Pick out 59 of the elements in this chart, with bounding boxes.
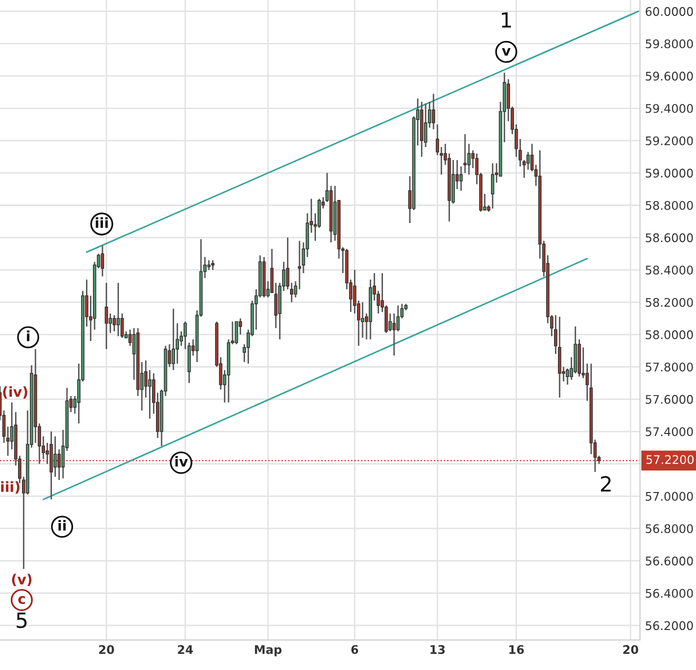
annotation: 1 — [502, 12, 511, 28]
y-tick-label: 58.4000 — [646, 266, 693, 275]
candlestick — [234, 320, 238, 345]
ref-line-label: 57.2200 — [646, 455, 694, 464]
y-tick-label: 56.6000 — [646, 556, 693, 566]
candlestick — [530, 143, 534, 172]
y-tick-label: 57.0000 — [646, 492, 693, 501]
y-tick-label: 57.8000 — [646, 362, 693, 372]
candlestick — [459, 166, 463, 192]
annotation: (v) — [12, 574, 32, 586]
candlestick — [116, 282, 120, 337]
x-tick-label: 20 — [99, 645, 114, 654]
annotation: iii — [96, 217, 108, 228]
candlestick — [207, 260, 211, 271]
annotation: (iv) — [3, 386, 28, 399]
candlestick — [112, 314, 116, 332]
annotation: ii — [58, 520, 66, 531]
candlestick — [490, 162, 494, 210]
candlestick — [294, 280, 298, 298]
y-tick-label: 56.4000 — [646, 588, 693, 598]
y-tick-label: 59.6000 — [646, 72, 693, 81]
candlestick — [100, 244, 104, 278]
annotation: iv — [175, 456, 188, 467]
x-tick-label: 24 — [178, 645, 193, 654]
candlestick — [463, 133, 467, 174]
candlestick — [54, 436, 57, 478]
x-tick-label: 20 — [623, 645, 638, 654]
y-tick-label: 58.2000 — [646, 298, 693, 307]
candlestick — [172, 308, 176, 371]
y-tick-label: 59.0000 — [646, 168, 693, 178]
x-tick-label: 13 — [430, 645, 445, 654]
y-tick-label: 58.8000 — [646, 200, 693, 210]
candlestick — [566, 368, 570, 386]
y-tick-label: 59.4000 — [646, 104, 693, 113]
annotation: c — [18, 596, 25, 604]
y-tick-label: 56.2000 — [646, 621, 693, 630]
annotation: 5 — [16, 612, 27, 628]
x-tick-label: Мар — [254, 645, 282, 656]
candlestick — [104, 282, 108, 350]
y-tick-label: 56.8000 — [646, 524, 693, 534]
annotation: v — [502, 48, 511, 56]
candlestick — [392, 312, 396, 356]
candlestick — [148, 369, 152, 420]
y-tick-label: 59.8000 — [646, 39, 693, 48]
x-tick-label: 6 — [351, 645, 358, 654]
y-tick-label: 58.0000 — [646, 330, 693, 340]
y-tick-label: 57.6000 — [646, 394, 693, 404]
candlestick — [211, 260, 214, 271]
annotation: 2 — [600, 476, 611, 492]
y-tick-label: 60.0000 — [646, 7, 693, 16]
candlestick — [57, 448, 61, 481]
x-tick-label: 16 — [509, 645, 524, 654]
candlestick — [432, 93, 436, 130]
y-tick-label: 57.4000 — [646, 427, 693, 436]
candlestick — [467, 143, 471, 176]
y-tick-label: 58.6000 — [646, 233, 693, 242]
y-tick-label: 59.2000 — [646, 136, 693, 146]
annotation: i — [26, 330, 30, 342]
annotation: iii) — [1, 481, 20, 494]
